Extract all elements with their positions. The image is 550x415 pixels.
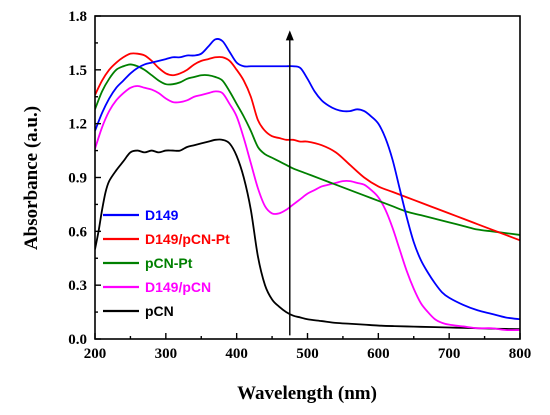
x-tick-label: 700 <box>438 346 461 362</box>
arrow-head <box>285 30 294 41</box>
x-axis-title: Wavelength (nm) <box>237 383 377 404</box>
y-tick-label: 0.0 <box>68 332 87 348</box>
series-line-d149-pcn-pt <box>95 52 521 242</box>
x-tick-label: 400 <box>225 346 248 362</box>
y-tick-label: 1.8 <box>68 9 87 25</box>
legend-label: pCN-Pt <box>145 255 193 271</box>
annotation-layer <box>285 30 294 336</box>
y-tick-label: 1.2 <box>68 117 87 133</box>
series-line-pcn <box>95 138 521 331</box>
y-tick-label: 0.9 <box>68 171 87 187</box>
y-axis: 0.0 0.3 0.6 0.9 1.2 1.5 1.8 <box>68 9 101 348</box>
y-tick-label: 1.5 <box>68 63 87 79</box>
x-tick-label: 800 <box>509 346 532 362</box>
legend-label: pCN <box>145 303 174 319</box>
legend-label: D149/pCN <box>145 279 211 295</box>
legend: D149 D149/pCN-Pt pCN-Pt D149/pCN pCN <box>103 207 230 319</box>
x-tick-label: 300 <box>155 346 178 362</box>
x-tick-label: 500 <box>296 346 319 362</box>
y-axis-title: Absorbance (a.u.) <box>21 106 42 250</box>
x-tick-label: 600 <box>367 346 390 362</box>
y-tick-label: 0.6 <box>68 224 87 240</box>
series-line-pcn-pt <box>95 63 521 236</box>
x-tick-label: 200 <box>84 346 107 362</box>
legend-label: D149/pCN-Pt <box>145 231 230 247</box>
y-tick-label: 0.3 <box>68 278 87 294</box>
x-axis: 200 300 400 500 600 700 800 <box>84 333 532 362</box>
legend-label: D149 <box>145 207 179 223</box>
